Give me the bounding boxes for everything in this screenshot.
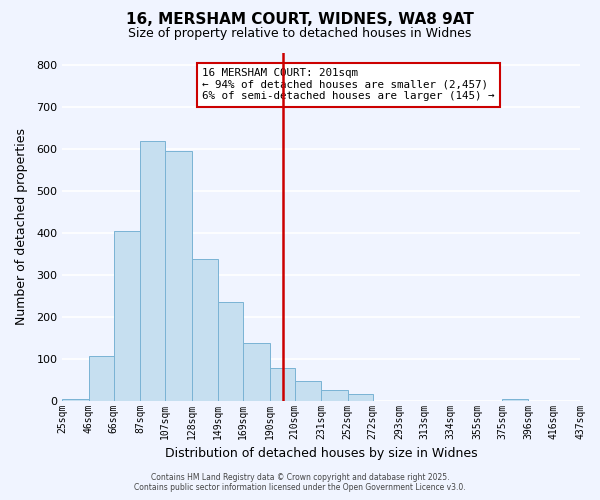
Bar <box>295 380 321 400</box>
X-axis label: Distribution of detached houses by size in Widnes: Distribution of detached houses by size … <box>165 447 478 460</box>
Y-axis label: Number of detached properties: Number of detached properties <box>15 128 28 325</box>
Bar <box>502 398 529 400</box>
Bar <box>89 356 114 401</box>
Bar <box>347 394 373 400</box>
Bar <box>321 390 347 400</box>
Bar <box>243 343 269 400</box>
Bar <box>218 302 243 400</box>
Bar <box>62 398 89 400</box>
Bar <box>269 368 295 400</box>
Text: Contains HM Land Registry data © Crown copyright and database right 2025.
Contai: Contains HM Land Registry data © Crown c… <box>134 473 466 492</box>
Text: Size of property relative to detached houses in Widnes: Size of property relative to detached ho… <box>128 28 472 40</box>
Bar <box>192 259 218 400</box>
Text: 16, MERSHAM COURT, WIDNES, WA8 9AT: 16, MERSHAM COURT, WIDNES, WA8 9AT <box>126 12 474 28</box>
Bar <box>114 231 140 400</box>
Text: 16 MERSHAM COURT: 201sqm
← 94% of detached houses are smaller (2,457)
6% of semi: 16 MERSHAM COURT: 201sqm ← 94% of detach… <box>202 68 494 102</box>
Bar <box>140 140 166 400</box>
Bar <box>166 150 192 400</box>
